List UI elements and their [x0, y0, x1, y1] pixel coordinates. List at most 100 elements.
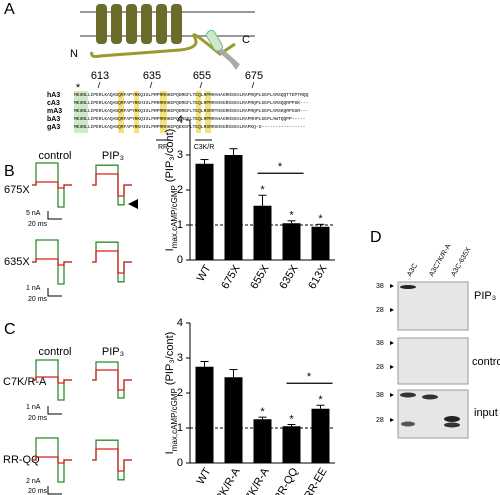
- terminus-label: C: [242, 34, 250, 46]
- sequence: MESNLLIPERLKAQADQRFAPYRKHISLPRRRRHKEPQDR…: [74, 100, 308, 106]
- y-axis-label-part: I: [164, 451, 176, 454]
- blot-label: input: [474, 407, 498, 419]
- panel-letter: A: [4, 1, 15, 18]
- sequence-name: mA3: [47, 108, 62, 115]
- y-tick-label: 1: [177, 219, 183, 231]
- terminus-label: N: [70, 48, 78, 60]
- y-tick-label: 4: [177, 114, 183, 126]
- scale-label: 20 ms: [28, 296, 48, 303]
- panel-letter: D: [370, 229, 382, 246]
- construct-label: RR-QQ: [3, 454, 40, 466]
- scale-bar: [47, 406, 62, 415]
- scale-label: 20 ms: [28, 488, 48, 495]
- marker-label: 28: [376, 307, 384, 314]
- bar: [311, 408, 330, 463]
- scale-bar: [47, 486, 62, 495]
- sequence: MESNLLIPERLKAQADQRFAPYRKQISLPRPRRHKEPQDR…: [74, 108, 308, 114]
- significance-star: *: [260, 184, 265, 196]
- alignment-highlight: [74, 81, 255, 141]
- significance-star: *: [318, 213, 323, 225]
- current-trace: [32, 376, 72, 384]
- y-tick-label: 2: [177, 184, 183, 196]
- current-trace: [32, 456, 72, 464]
- bar: [282, 426, 301, 463]
- y-tick-label: 3: [177, 149, 183, 161]
- y-axis-label-part: max,cAMP/cGMP: [170, 185, 179, 248]
- y-tick-label: 4: [177, 317, 183, 329]
- marker-label: 38: [376, 392, 384, 399]
- motif-label: RR: [158, 144, 168, 151]
- bar: [253, 419, 272, 463]
- motif-label: C3K/R: [194, 144, 215, 151]
- y-axis-label-part: I: [164, 248, 176, 251]
- position-label: 655: [193, 70, 211, 82]
- arrowhead: [128, 199, 138, 209]
- y-tick-label: 2: [177, 387, 183, 399]
- condition-label: control: [38, 150, 71, 162]
- blot-label: PIP₃: [474, 290, 496, 302]
- condition-label: PIP₃: [102, 150, 124, 162]
- bar: [195, 366, 214, 463]
- construct-label: 675X: [4, 184, 30, 196]
- sequence-name: hA3: [47, 92, 60, 99]
- topology: [80, 4, 255, 70]
- scale-label: 20 ms: [28, 415, 48, 422]
- construct-label: C7K/R-A: [3, 376, 47, 388]
- scale-bar: [47, 288, 62, 297]
- bar: [311, 226, 330, 260]
- sequence: MESNLLIPERLKAQADQRFAPYRKQISLPRPRRHKEPQDR…: [74, 92, 309, 98]
- condition-label: control: [38, 346, 71, 358]
- y-axis-label: Imax,cAMP/cGMP (PIP₃/cont): [164, 129, 179, 252]
- position-label: 635: [143, 70, 161, 82]
- y-tick-label: 0: [177, 254, 183, 266]
- condition-label: PIP₃: [102, 346, 124, 358]
- blots: [390, 281, 469, 439]
- current-trace: [92, 448, 132, 472]
- position-label: 675: [245, 70, 263, 82]
- y-axis-label-part: (PIP₃/cont): [164, 129, 176, 185]
- sequence: MESNLLIPERLKAQADQRFAPYRKQISLPRPRRHKEPQDR…: [74, 116, 306, 122]
- significance-star: *: [289, 210, 294, 222]
- sequence-name: cA3: [47, 100, 60, 107]
- significance-star: *: [318, 394, 323, 406]
- marker-label: 28: [376, 364, 384, 371]
- bar: [224, 377, 243, 463]
- scale-label: 1 nA: [26, 285, 41, 292]
- y-tick-label: 1: [177, 422, 183, 434]
- y-tick-label: 0: [177, 457, 183, 469]
- current-trace: [32, 181, 72, 189]
- scale-label: 1 nA: [26, 404, 41, 411]
- scale-label: 5 nA: [26, 210, 41, 217]
- bar: [195, 163, 214, 260]
- marker-label: 38: [376, 340, 384, 347]
- current-trace: [92, 369, 132, 391]
- blot-label: control: [472, 356, 500, 368]
- sequence-name: bA3: [47, 116, 60, 123]
- current-trace: [92, 173, 132, 197]
- scale-label: 20 ms: [28, 221, 48, 228]
- panel-letter: C: [4, 321, 16, 338]
- marker-label: 38: [376, 283, 384, 290]
- sequence-name: gA3: [47, 124, 60, 131]
- construct-label: 635X: [4, 256, 30, 268]
- y-axis-label-part: max,cAMP/cGMP: [170, 388, 179, 451]
- star: *: [76, 82, 81, 94]
- y-tick-label: 3: [177, 352, 183, 364]
- significance-star: *: [278, 161, 283, 173]
- significance-star: *: [260, 406, 265, 418]
- bar: [282, 223, 301, 260]
- current-trace: [32, 258, 72, 266]
- marker-label: 28: [376, 417, 384, 424]
- y-axis-label-part: (PIP₃/cont): [164, 332, 176, 388]
- significance-star: *: [307, 371, 312, 383]
- significance-star: *: [289, 413, 294, 425]
- scale-label: 2 nA: [26, 478, 41, 485]
- y-axis-label: Imax,cAMP/cGMP (PIP₃/cont): [164, 332, 179, 455]
- position-label: 613: [91, 70, 109, 82]
- panel-letter: B: [4, 163, 15, 180]
- bar: [224, 155, 243, 260]
- current-trace: [92, 250, 132, 274]
- bar: [253, 205, 272, 260]
- scale-bar: [47, 211, 62, 220]
